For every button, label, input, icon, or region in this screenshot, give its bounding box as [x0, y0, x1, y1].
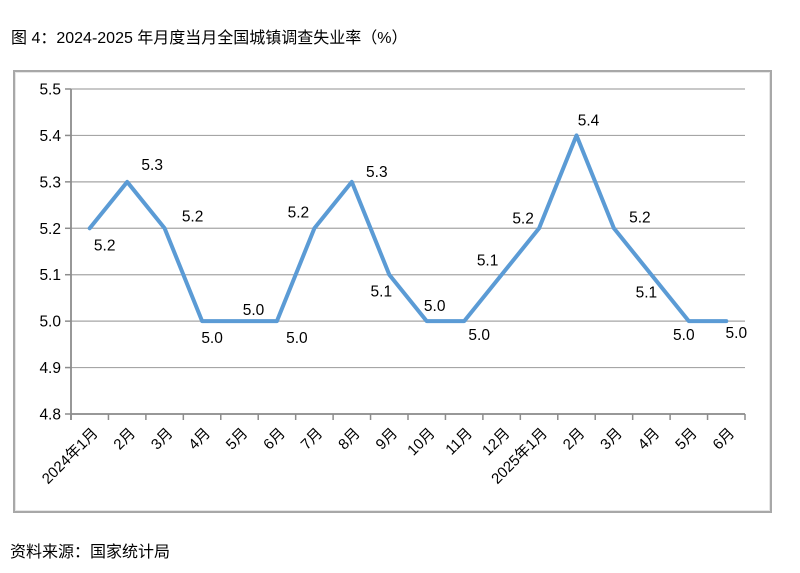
y-axis-label: 4.8 [39, 407, 61, 424]
x-axis-label: 4月 [635, 425, 664, 454]
x-axis-label: 5月 [223, 425, 252, 454]
figure-title: 图 4：2024-2025 年月度当月全国城镇调查失业率（%） [11, 30, 408, 47]
x-axis-label: 8月 [335, 425, 364, 454]
chart-container: 5.5 5.4 5.3 5.2 5.1 5.0 4.9 4.8 5.2 5.3 5.2 5.0 5.0 5… [13, 70, 772, 513]
data-label: 5.3 [366, 164, 388, 181]
data-label: 5.2 [512, 210, 534, 227]
data-label: 5.2 [182, 208, 204, 225]
y-axis-label: 5.0 [39, 314, 61, 331]
data-label: 5.0 [468, 327, 490, 344]
data-label: 5.0 [243, 302, 265, 319]
x-axis-label: 2024年1月 [39, 425, 102, 488]
x-axis-label: 3月 [148, 425, 177, 454]
x-axis-label: 6月 [710, 425, 739, 454]
x-axis-label: 5月 [672, 425, 701, 454]
data-label: 5.0 [201, 330, 223, 347]
x-axis-label: 3月 [597, 425, 626, 454]
data-label: 5.0 [726, 325, 748, 342]
x-axis-label: 9月 [373, 425, 402, 454]
y-axis-label: 5.2 [39, 221, 61, 238]
source-note: 资料来源：国家统计局 [10, 544, 171, 561]
data-label: 5.1 [636, 285, 658, 302]
data-label: 5.3 [141, 157, 163, 174]
y-axis-label: 5.1 [39, 267, 61, 284]
x-axis-label: 10月 [404, 425, 438, 459]
data-label: 5.0 [673, 327, 695, 344]
data-label: 5.4 [578, 112, 600, 129]
y-axis-label: 5.5 [39, 82, 61, 99]
y-axis-label: 5.3 [39, 174, 61, 191]
data-label: 5.2 [94, 237, 116, 254]
y-axis-label: 4.9 [39, 360, 61, 377]
data-label: 5.0 [424, 298, 446, 315]
data-label: 5.2 [629, 209, 651, 226]
y-axis-label: 5.4 [39, 128, 61, 145]
data-label: 5.0 [286, 330, 308, 347]
series-line [87, 133, 729, 324]
data-label: 5.1 [371, 284, 393, 301]
x-axis-label: 11月 [442, 425, 476, 459]
x-axis-label: 7月 [298, 425, 327, 454]
data-label: 5.2 [288, 204, 310, 221]
x-axis-label: 6月 [260, 425, 289, 454]
data-label: 5.1 [477, 253, 499, 270]
x-axis-label: 2月 [110, 425, 139, 454]
x-axis-label: 2月 [560, 425, 589, 454]
unemployment-line-chart: 5.5 5.4 5.3 5.2 5.1 5.0 4.9 4.8 5.2 5.3 5.2 5.0 5.0 5… [39, 82, 748, 488]
x-axis-label: 4月 [185, 425, 214, 454]
